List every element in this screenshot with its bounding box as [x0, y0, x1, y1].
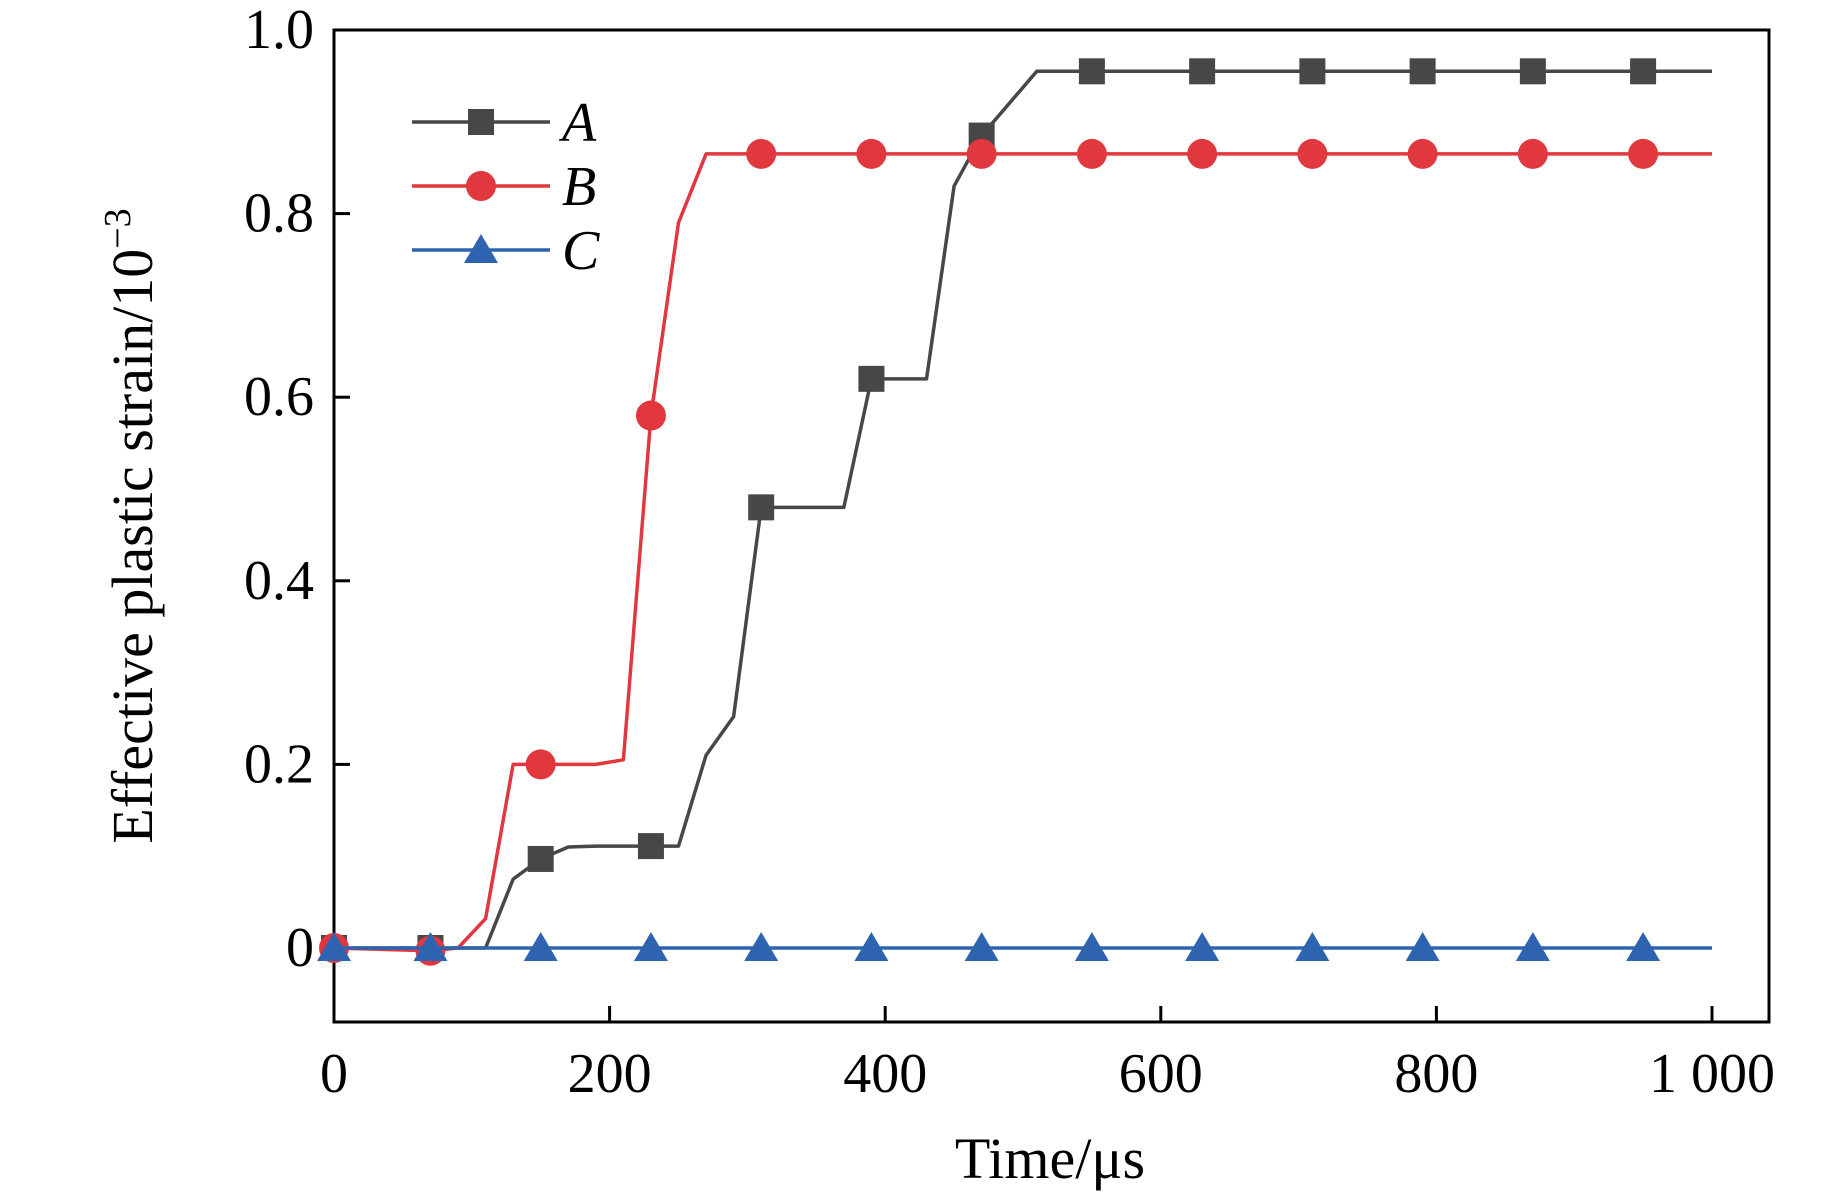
legend-marker-B [466, 171, 496, 201]
data-point-C [854, 932, 889, 961]
data-point-B [1076, 138, 1107, 169]
x-tick-label: 200 [568, 1043, 652, 1105]
data-point-C [523, 932, 558, 961]
legend-marker-C [464, 234, 498, 263]
data-point-B [856, 138, 887, 169]
data-point-B [1297, 138, 1328, 169]
data-point-B [635, 400, 666, 431]
data-point-A [1409, 58, 1436, 85]
y-tick-label: 1.0 [244, 0, 314, 61]
series-C [317, 932, 1712, 961]
series-line-B [333, 152, 1712, 953]
legend-marker-A [468, 109, 494, 135]
data-point-A [1189, 58, 1216, 85]
data-point-C [1626, 932, 1661, 961]
data-point-C [964, 932, 999, 961]
data-point-A [1299, 58, 1326, 85]
data-point-C [1295, 932, 1330, 961]
data-point-A [858, 365, 885, 392]
data-point-A [1519, 58, 1546, 85]
y-tick-label: 0 [286, 917, 314, 979]
data-point-C [413, 932, 448, 961]
x-tick-label: 0 [320, 1043, 348, 1105]
x-tick-label: 1 000 [1649, 1043, 1775, 1105]
series-B [319, 138, 1712, 966]
y-tick-label: 0.2 [244, 733, 314, 795]
x-axis: 0 200 400 600 800 1 000 [320, 1006, 1775, 1105]
y-axis-title-exponent: −3 [97, 208, 139, 248]
data-point-C [1074, 932, 1109, 961]
data-point-B [1628, 138, 1659, 169]
series-layer [317, 58, 1712, 966]
data-point-B [966, 138, 997, 169]
data-point-B [1187, 138, 1218, 169]
data-point-C [744, 932, 779, 961]
data-point-A [637, 833, 664, 860]
data-point-B [1517, 138, 1548, 169]
x-axis-title: Time/μs [955, 1126, 1145, 1191]
data-point-A [1630, 58, 1657, 85]
series-line-A [334, 69, 1712, 950]
data-point-A [1078, 58, 1105, 85]
plot-frame [332, 28, 1771, 1024]
series-A [321, 58, 1712, 961]
y-tick-label: 0.6 [244, 366, 314, 428]
data-point-C [633, 932, 668, 961]
x-tick-label: 800 [1394, 1043, 1478, 1105]
legend: ABC [412, 92, 600, 282]
legend-label-A: A [558, 92, 597, 154]
y-tick-label: 0.8 [244, 183, 314, 245]
legend-label-B: B [562, 156, 596, 218]
y-axis-title-text: Effective plastic strain/10 [100, 249, 165, 844]
data-point-B [525, 749, 556, 780]
y-tick-label: 0.4 [244, 550, 314, 612]
data-point-C [1185, 932, 1220, 961]
data-point-A [748, 494, 775, 521]
data-point-B [746, 138, 777, 169]
y-axis-title: Effective plastic strain/10−3 [97, 208, 165, 843]
x-tick-label: 400 [843, 1043, 927, 1105]
x-tick-label: 600 [1119, 1043, 1203, 1105]
data-point-C [317, 932, 351, 961]
data-point-C [1515, 932, 1550, 961]
data-point-A [527, 845, 554, 872]
y-axis: 0 0.2 0.4 0.6 0.8 1.0 [244, 0, 350, 979]
data-point-C [1405, 932, 1440, 961]
legend-label-C: C [562, 220, 600, 282]
data-point-B [1407, 138, 1438, 169]
